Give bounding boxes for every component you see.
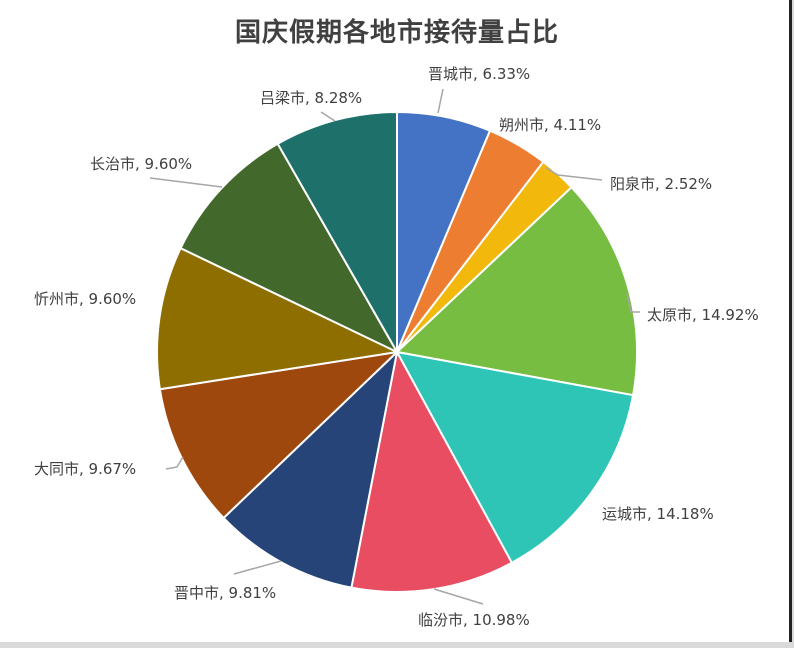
data-label: 晋城市, 6.33%: [428, 65, 530, 83]
pie-slice-7: [222, 349, 399, 589]
data-label: 运城市, 14.18%: [602, 505, 714, 523]
chart-title: 国庆假期各地市接待量占比: [234, 18, 559, 48]
leader-line: [233, 560, 282, 575]
pie-slice-4: [394, 185, 638, 397]
leader-line: [165, 456, 184, 470]
pie-slice-11: [276, 110, 398, 356]
data-label: 临汾市, 10.98%: [418, 611, 530, 629]
pie-slice-10: [179, 142, 400, 355]
data-label: 吕梁市, 8.28%: [260, 89, 362, 107]
pie-slice-6: [350, 349, 514, 593]
data-label: 大同市, 9.67%: [34, 460, 136, 478]
leader-line: [626, 292, 640, 313]
leader-line: [545, 167, 603, 181]
leader-line: [149, 177, 223, 188]
data-label: 忻州市, 9.60%: [34, 290, 136, 308]
leader-line: [433, 588, 484, 605]
data-label: 长治市, 9.60%: [90, 155, 192, 173]
data-label: 太原市, 14.92%: [647, 306, 759, 324]
leader-line: [437, 88, 444, 114]
data-label: 晋中市, 9.81%: [174, 584, 276, 602]
data-label: 朔州市, 4.11%: [499, 116, 601, 134]
pie-slice-9: [156, 246, 401, 391]
pie-slice-5: [395, 350, 635, 565]
leader-line: [320, 111, 336, 122]
data-label: 阳泉市, 2.52%: [610, 175, 712, 193]
